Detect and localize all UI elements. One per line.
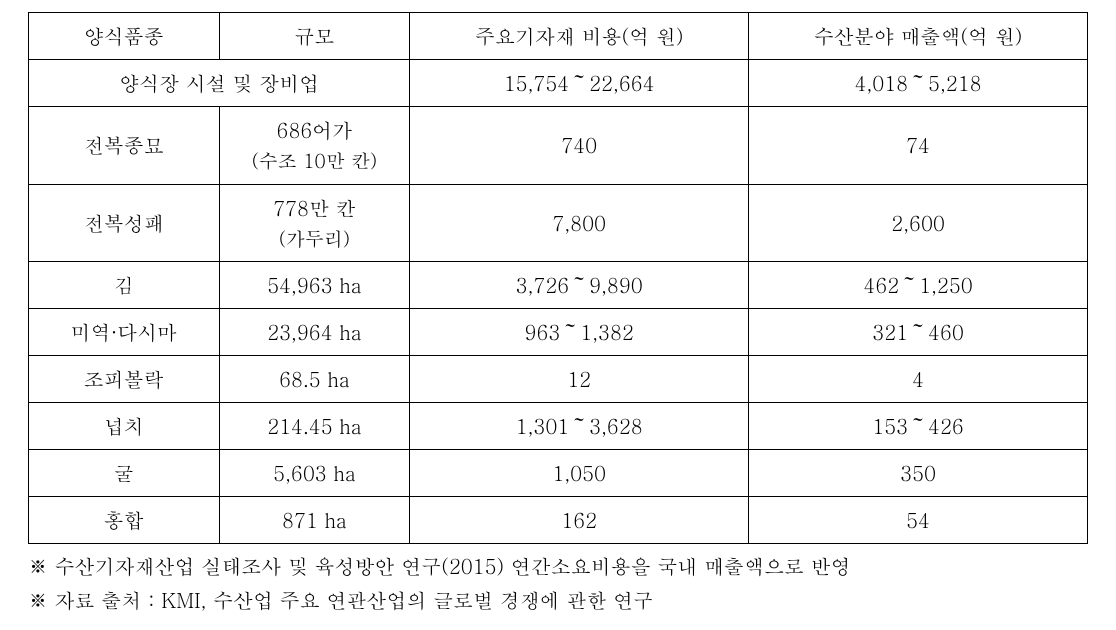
cell-species: 넙치 xyxy=(29,403,220,450)
cell-cost: 1,301～3,628 xyxy=(410,403,749,450)
table-header-row: 양식품종 규모 주요기자재 비용(억 원) 수산분야 매출액(억 원) xyxy=(29,13,1088,60)
cell-cost: 3,726～9,890 xyxy=(410,262,749,309)
scale-line2: (가두리) xyxy=(279,225,350,252)
header-species: 양식품종 xyxy=(29,13,220,60)
cell-sales: 54 xyxy=(749,497,1088,544)
aquaculture-equipment-table: 양식품종 규모 주요기자재 비용(억 원) 수산분야 매출액(억 원) 양식장 … xyxy=(28,12,1088,544)
cell-cost: 162 xyxy=(410,497,749,544)
cell-sales: 153～426 xyxy=(749,403,1088,450)
cell-cost: 12 xyxy=(410,356,749,403)
cell-sales: 2,600 xyxy=(749,184,1088,262)
footnote-2: ※ 자료 출처 : KMI, 수산업 주요 연관산업의 글로벌 경쟁에 관한 연… xyxy=(28,584,1088,616)
table-row: 미역·다시마 23,964 ha 963～1,382 321～460 xyxy=(29,309,1088,356)
table-row: 김 54,963 ha 3,726～9,890 462～1,250 xyxy=(29,262,1088,309)
cell-sales: 350 xyxy=(749,450,1088,497)
header-scale: 규모 xyxy=(219,13,410,60)
cell-species: 홍합 xyxy=(29,497,220,544)
cell-cost: 7,800 xyxy=(410,184,749,262)
cell-scale: 871 ha xyxy=(219,497,410,544)
cell-scale: 778만 칸 (가두리) xyxy=(219,184,410,262)
merged-facility-label: 양식장 시설 및 장비업 xyxy=(29,60,410,107)
table-row: 양식장 시설 및 장비업 15,754～22,664 4,018～5,218 xyxy=(29,60,1088,107)
footnotes: ※ 수산기자재산업 실태조사 및 육성방안 연구(2015) 연간소요비용을 국… xyxy=(28,550,1088,616)
cell-species: 김 xyxy=(29,262,220,309)
cell-cost: 963～1,382 xyxy=(410,309,749,356)
footnote-1: ※ 수산기자재산업 실태조사 및 육성방안 연구(2015) 연간소요비용을 국… xyxy=(28,550,1088,582)
cell-scale: 54,963 ha xyxy=(219,262,410,309)
cell-scale: 23,964 ha xyxy=(219,309,410,356)
cell-species: 조피볼락 xyxy=(29,356,220,403)
cell-species: 굴 xyxy=(29,450,220,497)
cell-species: 전복종묘 xyxy=(29,107,220,185)
table-row: 굴 5,603 ha 1,050 350 xyxy=(29,450,1088,497)
cell-species: 전복성패 xyxy=(29,184,220,262)
cell-sales: 74 xyxy=(749,107,1088,185)
cell-sales: 321～460 xyxy=(749,309,1088,356)
cell-scale: 5,603 ha xyxy=(219,450,410,497)
scale-line1: 686어가 xyxy=(277,115,353,144)
cell-sales: 4,018～5,218 xyxy=(749,60,1088,107)
cell-scale: 686어가 (수조 10만 칸) xyxy=(219,107,410,185)
cell-scale: 68.5 ha xyxy=(219,356,410,403)
table-row: 조피볼락 68.5 ha 12 4 xyxy=(29,356,1088,403)
header-cost: 주요기자재 비용(억 원) xyxy=(410,13,749,60)
table-row: 전복종묘 686어가 (수조 10만 칸) 740 74 xyxy=(29,107,1088,185)
cell-species: 미역·다시마 xyxy=(29,309,220,356)
scale-line2: (수조 10만 칸) xyxy=(252,147,378,174)
cell-cost: 1,050 xyxy=(410,450,749,497)
cell-sales: 4 xyxy=(749,356,1088,403)
cell-sales: 462～1,250 xyxy=(749,262,1088,309)
table-row: 홍합 871 ha 162 54 xyxy=(29,497,1088,544)
cell-cost: 740 xyxy=(410,107,749,185)
header-sales: 수산분야 매출액(억 원) xyxy=(749,13,1088,60)
cell-cost: 15,754～22,664 xyxy=(410,60,749,107)
cell-scale: 214.45 ha xyxy=(219,403,410,450)
table-row: 넙치 214.45 ha 1,301～3,628 153～426 xyxy=(29,403,1088,450)
table-row: 전복성패 778만 칸 (가두리) 7,800 2,600 xyxy=(29,184,1088,262)
scale-line1: 778만 칸 xyxy=(273,193,355,222)
